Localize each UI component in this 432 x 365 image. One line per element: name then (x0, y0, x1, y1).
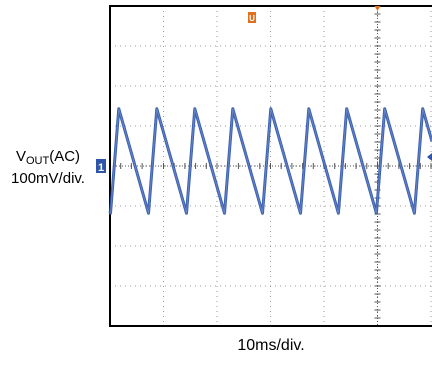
channel-1-marker (96, 159, 106, 173)
trigger-marker-label: U (249, 14, 255, 23)
y-axis-scale: 100mV/div. (11, 170, 85, 187)
level-arrow-icon (427, 153, 432, 161)
trigger-marker (248, 12, 256, 23)
scope-frame (109, 5, 432, 327)
x-axis-label: 10ms/div. (237, 337, 305, 354)
trigger-position-marker (374, 6, 381, 11)
waveform-trace-noise (109, 108, 432, 214)
channel-1-marker-label: 1 (98, 162, 104, 174)
y-axis-label: VOUT(AC) 100mV/div. (0, 148, 96, 187)
y-axis-quantity: VOUT(AC) (15, 148, 81, 167)
